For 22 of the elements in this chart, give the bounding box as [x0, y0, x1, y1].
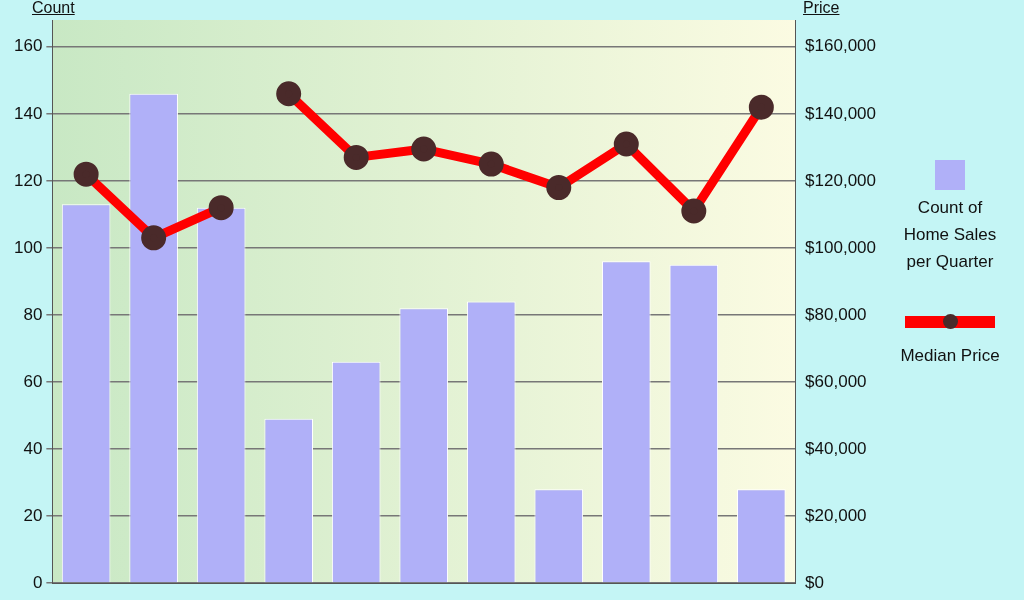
- y2-tick-label: $60,000: [805, 371, 867, 391]
- legend-label: Median Price: [899, 344, 1001, 367]
- y-tick-label: 20: [23, 505, 43, 525]
- y-tick-label: 0: [32, 572, 43, 592]
- y2-tick-label: $120,000: [805, 170, 876, 190]
- y2-axis-title: Price: [803, 0, 840, 16]
- y-tick-label: 140: [13, 103, 43, 123]
- y2-tick-label: $100,000: [805, 237, 876, 257]
- y-tick-label: 100: [13, 237, 43, 257]
- y-tick-label: 60: [23, 371, 43, 391]
- y2-tick-label: $80,000: [805, 304, 867, 324]
- y2-tick-label: $40,000: [805, 438, 867, 458]
- y-tick-label: 80: [23, 304, 43, 324]
- y2-tick-label: $20,000: [805, 505, 867, 525]
- y-tick-label: 160: [13, 36, 43, 56]
- y2-tick-label: $0: [805, 572, 825, 592]
- y-tick-label: 40: [23, 438, 43, 458]
- y-tick-label: 120: [13, 170, 43, 190]
- legend-label: Count of Home Sales per Quarter: [902, 197, 998, 274]
- y2-tick-label: $160,000: [805, 36, 876, 56]
- y-axis-title: Count: [32, 0, 75, 16]
- y2-tick-label: $140,000: [805, 103, 876, 123]
